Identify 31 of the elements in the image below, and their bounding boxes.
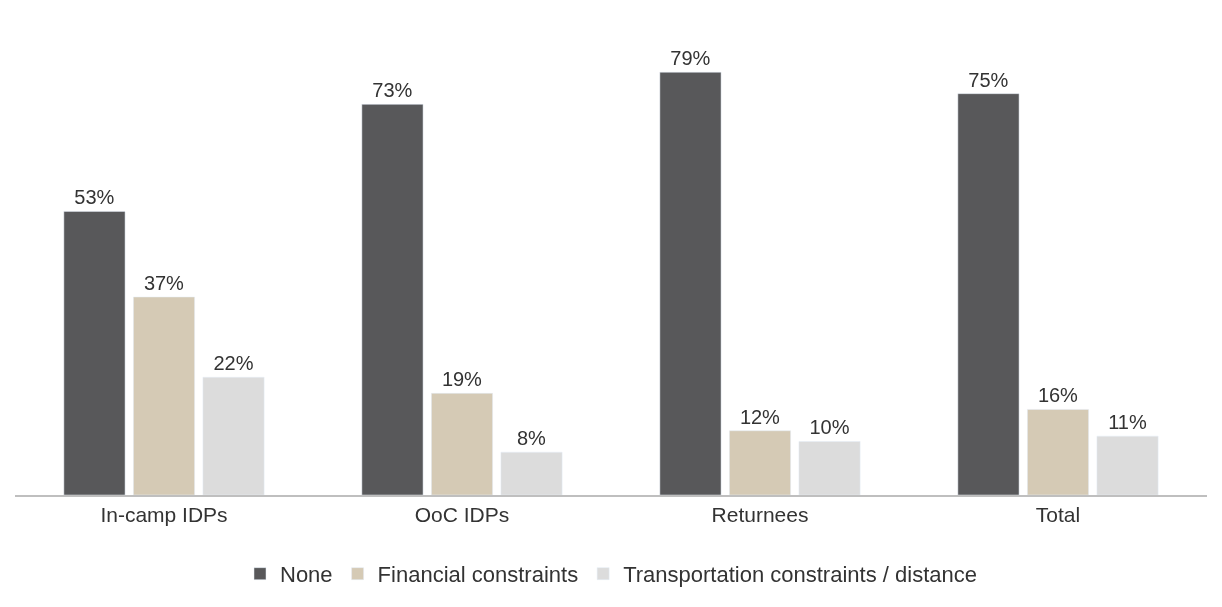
bar (63, 211, 126, 495)
bar (361, 104, 424, 495)
bar (1027, 409, 1089, 495)
bar (431, 393, 493, 495)
legend-label: None (280, 562, 333, 588)
data-label: 37% (143, 272, 185, 294)
data-label: 16% (1037, 384, 1079, 407)
x-tick-label: Total (1035, 503, 1081, 527)
data-label: 12% (739, 405, 781, 428)
legend-label: Transportation constraints / distance (623, 562, 977, 588)
bar (798, 441, 861, 495)
data-label: 73% (372, 79, 413, 102)
bar (202, 377, 265, 495)
x-tick-label: Returnees (711, 503, 809, 527)
bar (133, 296, 195, 495)
data-label: 75% (968, 68, 1009, 91)
data-label: 22% (213, 352, 254, 375)
x-tick-label: OoC IDPs (414, 503, 510, 527)
legend-label: Financial constraints (377, 562, 579, 588)
data-label: 19% (441, 368, 483, 391)
bar (957, 93, 1020, 495)
bar (729, 430, 791, 495)
bar (659, 72, 722, 495)
data-label: 10% (809, 416, 850, 439)
data-label: 79% (670, 47, 711, 70)
data-label: 8% (516, 427, 547, 450)
x-tick-label: In-camp IDPs (100, 503, 228, 527)
data-label: 11% (1108, 411, 1147, 434)
bar (500, 451, 563, 495)
bar (1096, 435, 1159, 495)
data-label: 53% (74, 186, 115, 209)
